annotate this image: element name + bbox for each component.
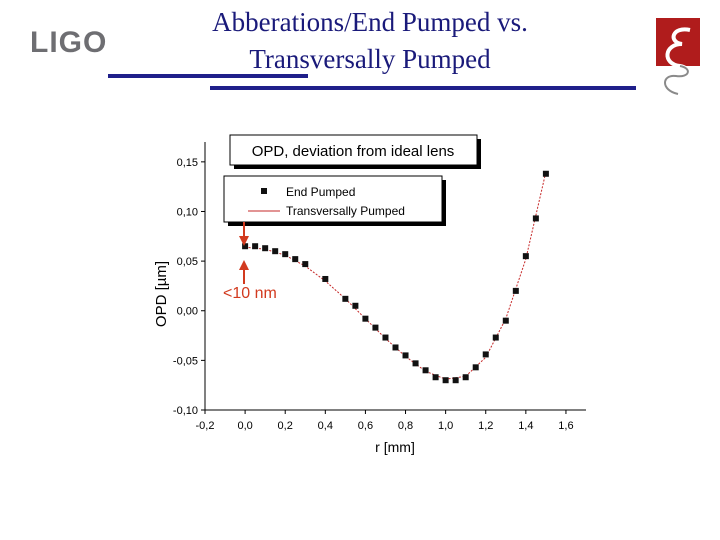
title-line-1: Abberations/End Pumped vs.	[212, 7, 528, 37]
title-rule-left	[108, 74, 308, 78]
x-tick-label: 1,2	[478, 420, 493, 432]
data-point-end-pumped	[432, 374, 439, 381]
data-point-end-pumped	[342, 295, 349, 302]
legend-box	[223, 175, 443, 223]
x-tick-label: 1,4	[518, 420, 533, 432]
x-tick-label: 0,2	[278, 420, 293, 432]
data-point-end-pumped	[512, 287, 519, 294]
data-point-end-pumped	[242, 243, 249, 250]
data-point-end-pumped	[372, 324, 379, 331]
legend-label-transversally-pumped: Transversally Pumped	[286, 204, 405, 218]
data-point-end-pumped	[452, 377, 459, 384]
data-point-end-pumped	[252, 243, 259, 250]
data-point-end-pumped	[472, 364, 479, 371]
chart-title-box	[229, 134, 478, 166]
x-tick-label: 0,0	[237, 420, 252, 432]
data-point-end-pumped	[302, 261, 309, 268]
data-point-end-pumped	[412, 360, 419, 367]
x-tick-label: -0,2	[196, 420, 215, 432]
x-axis-label: r [mm]	[375, 439, 415, 455]
data-point-end-pumped	[382, 334, 389, 341]
data-point-end-pumped	[322, 275, 329, 282]
annotation-arrowhead-down	[239, 236, 249, 246]
x-tick-label: 0,4	[318, 420, 333, 432]
chart-title: OPD, deviation from ideal lens	[252, 143, 455, 160]
annotation-label: <10 nm	[223, 285, 277, 302]
data-point-end-pumped	[392, 344, 399, 351]
chart-axes: -0,2 0,0 0,2 0,4 0,6 0,8 1,0 1,2 1,4 1,6 -0,10 -0,0…	[173, 142, 586, 432]
x-tick-label: 0,8	[398, 420, 413, 432]
y-tick-label: 0,05	[177, 256, 198, 268]
data-point-end-pumped	[542, 170, 549, 177]
data-point-end-pumped	[352, 302, 359, 309]
ligo-logo: LIGO	[30, 26, 108, 59]
y-axis-label: OPD [µm]	[153, 261, 170, 327]
data-point-end-pumped	[292, 256, 299, 263]
data-point-end-pumped	[532, 215, 539, 222]
data-point-end-pumped	[522, 253, 529, 260]
title-rule-right	[210, 86, 636, 90]
y-tick-label: 0,00	[177, 306, 198, 318]
data-point-end-pumped	[492, 334, 499, 341]
data-point-end-pumped	[442, 377, 449, 384]
data-point-end-pumped	[422, 367, 429, 374]
legend-label-end-pumped: End Pumped	[286, 185, 355, 199]
y-tick-label: 0,15	[177, 157, 198, 169]
y-tick-label: -0,10	[173, 405, 198, 417]
data-point-end-pumped	[462, 374, 469, 381]
x-tick-label: 1,6	[558, 420, 573, 432]
emblem-curl-tail	[664, 65, 689, 95]
series-marker-layer	[242, 170, 549, 384]
legend-marker-end-pumped	[261, 188, 267, 194]
y-tick-label: 0,10	[177, 206, 198, 218]
annotation-arrowhead-up	[239, 260, 249, 270]
x-tick-label: 1,0	[438, 420, 453, 432]
y-tick-label: -0,05	[173, 355, 198, 367]
data-point-end-pumped	[402, 352, 409, 359]
data-point-end-pumped	[502, 317, 509, 324]
data-point-end-pumped	[272, 248, 279, 255]
slide-title: Abberations/End Pumped vs. Transversally…	[150, 4, 590, 78]
data-point-end-pumped	[282, 251, 289, 258]
title-line-2: Transversally Pumped	[249, 44, 491, 74]
data-point-end-pumped	[362, 315, 369, 322]
university-emblem-icon	[656, 18, 700, 96]
data-point-end-pumped	[262, 245, 269, 252]
data-point-end-pumped	[482, 351, 489, 358]
x-tick-label: 0,6	[358, 420, 373, 432]
